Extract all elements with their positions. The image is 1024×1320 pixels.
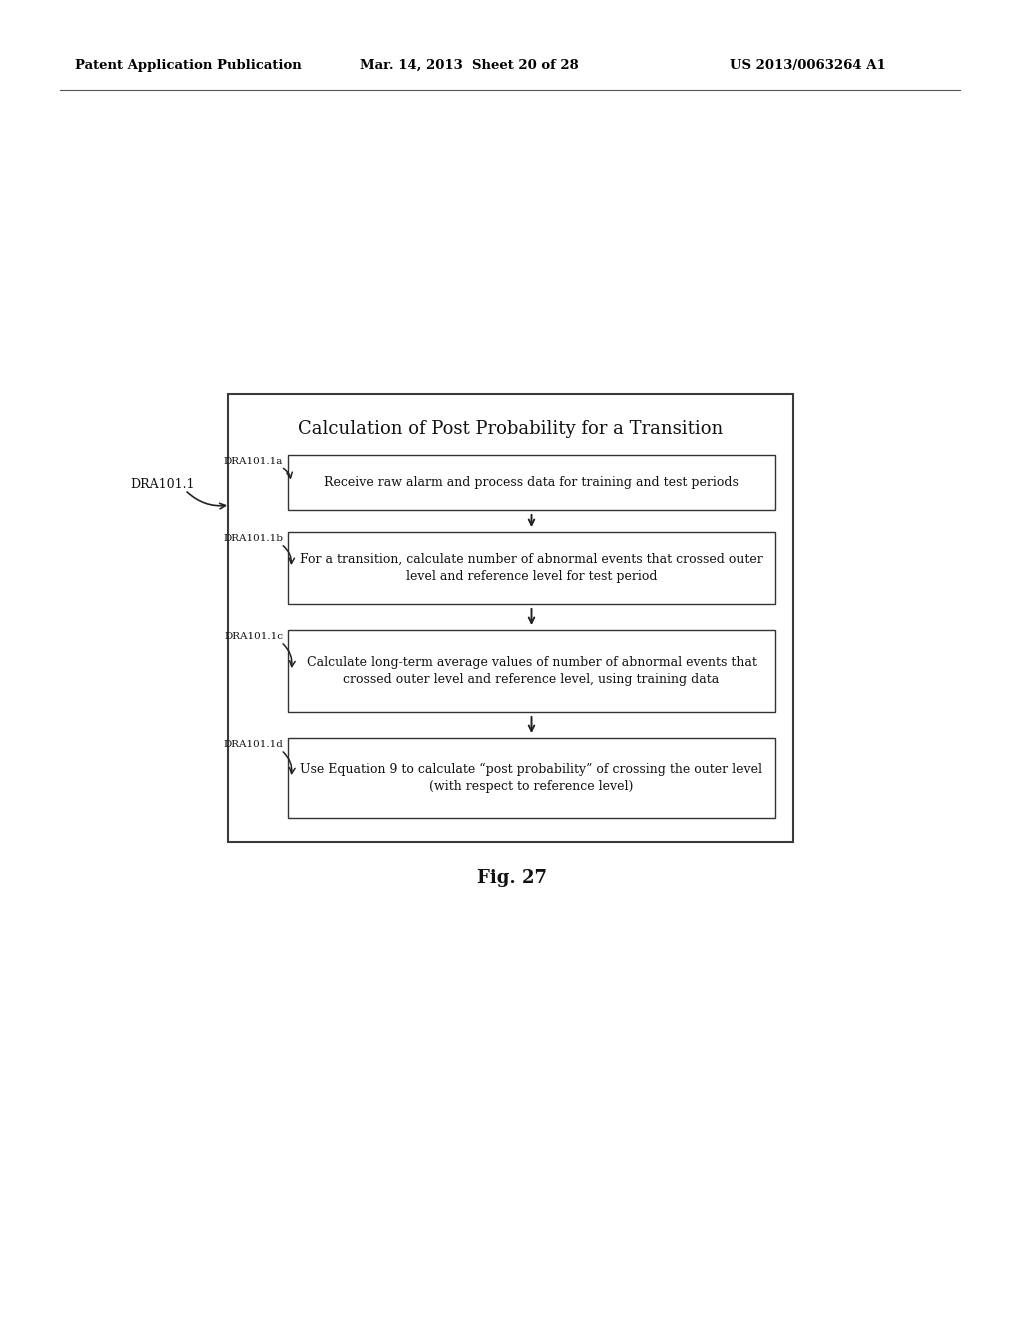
Text: US 2013/0063264 A1: US 2013/0063264 A1	[730, 58, 886, 71]
Text: DRA101.1c: DRA101.1c	[224, 632, 283, 642]
Text: DRA101.1b: DRA101.1b	[223, 535, 283, 543]
Text: For a transition, calculate number of abnormal events that crossed outer
level a: For a transition, calculate number of ab…	[300, 553, 763, 583]
FancyBboxPatch shape	[288, 455, 775, 510]
Text: DRA101.1d: DRA101.1d	[223, 741, 283, 748]
FancyBboxPatch shape	[288, 630, 775, 711]
Text: Calculation of Post Probability for a Transition: Calculation of Post Probability for a Tr…	[298, 420, 723, 438]
FancyBboxPatch shape	[288, 532, 775, 605]
FancyBboxPatch shape	[288, 738, 775, 818]
Text: Use Equation 9 to calculate “post probability” of crossing the outer level
(with: Use Equation 9 to calculate “post probab…	[300, 763, 763, 793]
FancyBboxPatch shape	[228, 393, 793, 842]
Text: Fig. 27: Fig. 27	[477, 869, 547, 887]
Text: DRA101.1a: DRA101.1a	[223, 457, 283, 466]
Text: Receive raw alarm and process data for training and test periods: Receive raw alarm and process data for t…	[324, 477, 739, 488]
Text: Calculate long-term average values of number of abnormal events that
crossed out: Calculate long-term average values of nu…	[306, 656, 757, 686]
Text: DRA101.1: DRA101.1	[130, 479, 195, 491]
Text: Mar. 14, 2013  Sheet 20 of 28: Mar. 14, 2013 Sheet 20 of 28	[360, 58, 579, 71]
Text: Patent Application Publication: Patent Application Publication	[75, 58, 302, 71]
